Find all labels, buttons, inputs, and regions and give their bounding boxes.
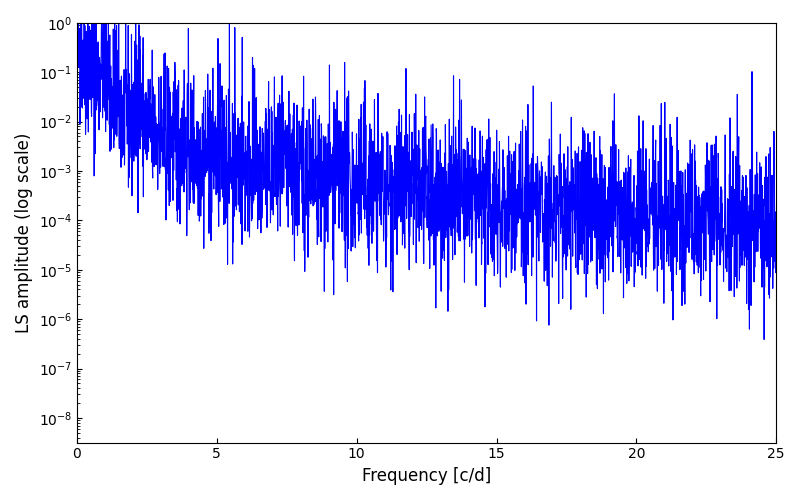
X-axis label: Frequency [c/d]: Frequency [c/d]: [362, 467, 491, 485]
Y-axis label: LS amplitude (log scale): LS amplitude (log scale): [15, 132, 33, 333]
